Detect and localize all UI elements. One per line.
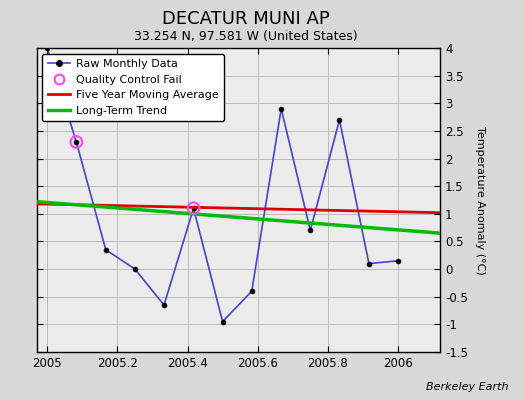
Legend: Raw Monthly Data, Quality Control Fail, Five Year Moving Average, Long-Term Tren: Raw Monthly Data, Quality Control Fail, … xyxy=(42,54,224,121)
Text: 33.254 N, 97.581 W (United States): 33.254 N, 97.581 W (United States) xyxy=(135,30,358,43)
Point xyxy=(72,139,81,145)
Text: DECATUR MUNI AP: DECATUR MUNI AP xyxy=(162,10,330,28)
Point xyxy=(189,205,198,212)
Text: Berkeley Earth: Berkeley Earth xyxy=(426,382,508,392)
Y-axis label: Temperature Anomaly (°C): Temperature Anomaly (°C) xyxy=(475,126,485,274)
